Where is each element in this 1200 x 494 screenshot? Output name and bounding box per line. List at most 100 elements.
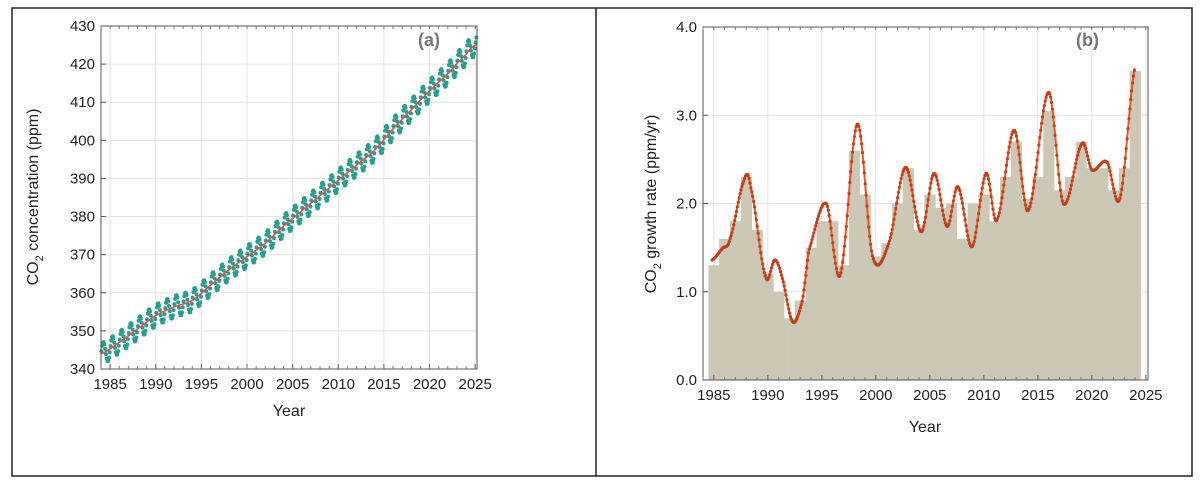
growth-point bbox=[817, 211, 821, 215]
monthly-point bbox=[427, 92, 432, 97]
growth-point bbox=[1125, 137, 1129, 141]
monthly-point bbox=[294, 209, 299, 214]
monthly-point bbox=[244, 257, 249, 262]
growth-point bbox=[761, 267, 766, 271]
growth-point bbox=[1020, 177, 1024, 181]
growth-point bbox=[826, 208, 830, 212]
growth-point bbox=[1130, 81, 1135, 85]
x-axis-label-b: Year bbox=[909, 419, 942, 436]
growth-point bbox=[803, 281, 807, 285]
growth-point bbox=[959, 196, 964, 200]
growth-point bbox=[851, 142, 856, 146]
growth-point bbox=[752, 205, 757, 209]
growth-bar bbox=[773, 291, 785, 380]
growth-point bbox=[731, 227, 735, 231]
monthly-point bbox=[357, 152, 362, 157]
growth-point bbox=[785, 298, 789, 302]
growth-point bbox=[738, 192, 742, 196]
monthly-point bbox=[312, 190, 317, 195]
y-tick-label: 2.0 bbox=[676, 196, 697, 213]
growth-point bbox=[1077, 147, 1082, 151]
monthly-point bbox=[130, 327, 135, 332]
growth-point bbox=[940, 203, 944, 207]
monthly-point bbox=[408, 117, 413, 122]
growth-point bbox=[941, 213, 946, 217]
monthly-point bbox=[212, 276, 217, 281]
monthly-point bbox=[290, 219, 295, 224]
x-tick-label: 1985 bbox=[93, 376, 126, 393]
growth-point bbox=[1057, 172, 1061, 176]
growth-bar bbox=[1075, 141, 1087, 380]
x-tick-label: 1995 bbox=[185, 376, 218, 393]
growth-point bbox=[737, 196, 741, 200]
growth-bar bbox=[1054, 190, 1066, 380]
growth-point bbox=[1031, 191, 1035, 196]
growth-point bbox=[950, 209, 954, 214]
growth-point bbox=[850, 150, 855, 154]
y-tick-label: 360 bbox=[70, 285, 95, 302]
growth-bar bbox=[1000, 177, 1012, 380]
monthly-point bbox=[317, 197, 322, 202]
growth-point bbox=[967, 238, 971, 242]
monthly-point bbox=[367, 149, 372, 154]
x-tick-label: 2015 bbox=[1021, 387, 1054, 404]
growth-bar bbox=[1118, 168, 1131, 380]
growth-point bbox=[1033, 172, 1037, 177]
growth-bar bbox=[762, 274, 774, 380]
growth-point bbox=[1108, 169, 1112, 173]
monthly-point bbox=[392, 118, 397, 123]
growth-bar bbox=[1043, 110, 1055, 381]
growth-point bbox=[989, 195, 993, 199]
monthly-point bbox=[443, 84, 448, 89]
monthly-point bbox=[394, 115, 399, 120]
x-tick-label: 2000 bbox=[230, 376, 263, 393]
growth-point bbox=[1118, 196, 1122, 200]
growth-point bbox=[964, 223, 968, 228]
growth-point bbox=[990, 201, 994, 205]
growth-point bbox=[958, 188, 962, 193]
growth-point bbox=[892, 217, 896, 222]
growth-point bbox=[1128, 107, 1132, 111]
monthly-point bbox=[281, 227, 286, 232]
growth-point bbox=[868, 234, 872, 238]
monthly-point bbox=[330, 175, 335, 180]
monthly-point bbox=[243, 266, 248, 271]
growth-bar bbox=[816, 221, 828, 380]
growth-point bbox=[930, 177, 934, 181]
growth-point bbox=[934, 175, 938, 179]
growth-bar bbox=[751, 229, 763, 380]
monthly-point bbox=[472, 46, 477, 51]
growth-point bbox=[1048, 92, 1052, 96]
growth-point bbox=[1037, 143, 1041, 147]
growth-bar bbox=[1129, 71, 1141, 380]
growth-point bbox=[1084, 146, 1088, 151]
growth-bar bbox=[708, 265, 720, 380]
growth-point bbox=[1018, 160, 1022, 165]
monthly-point bbox=[463, 56, 468, 61]
monthly-point bbox=[139, 320, 144, 325]
growth-point bbox=[868, 242, 873, 246]
monthly-point bbox=[202, 280, 207, 285]
growth-point bbox=[756, 231, 760, 235]
monthly-point bbox=[434, 92, 439, 97]
x-tick-label: 2005 bbox=[276, 376, 309, 393]
growth-point bbox=[800, 299, 804, 303]
monthly-point bbox=[276, 225, 281, 230]
growth-point bbox=[1055, 153, 1059, 157]
growth-point bbox=[811, 234, 815, 238]
monthly-point bbox=[194, 292, 199, 297]
growth-point bbox=[936, 182, 940, 187]
growth-point bbox=[850, 160, 854, 164]
growth-point bbox=[1085, 150, 1089, 154]
figure-frame bbox=[11, 7, 1193, 477]
growth-bar bbox=[1086, 168, 1098, 380]
monthly-point bbox=[275, 221, 280, 226]
monthly-point bbox=[380, 146, 385, 151]
growth-point bbox=[733, 214, 738, 218]
growth-bar bbox=[902, 168, 915, 380]
monthly-point bbox=[270, 245, 275, 250]
growth-point bbox=[1027, 207, 1031, 211]
growth-bar bbox=[838, 265, 850, 380]
monthly-point bbox=[154, 310, 159, 315]
growth-point bbox=[783, 288, 787, 292]
